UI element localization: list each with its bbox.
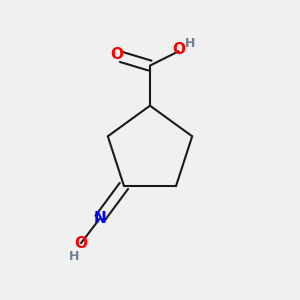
Text: N: N <box>93 211 106 226</box>
Text: O: O <box>74 236 88 250</box>
Text: O: O <box>111 47 124 62</box>
Text: H: H <box>69 250 79 263</box>
Text: H: H <box>185 37 195 50</box>
Text: O: O <box>173 42 186 57</box>
